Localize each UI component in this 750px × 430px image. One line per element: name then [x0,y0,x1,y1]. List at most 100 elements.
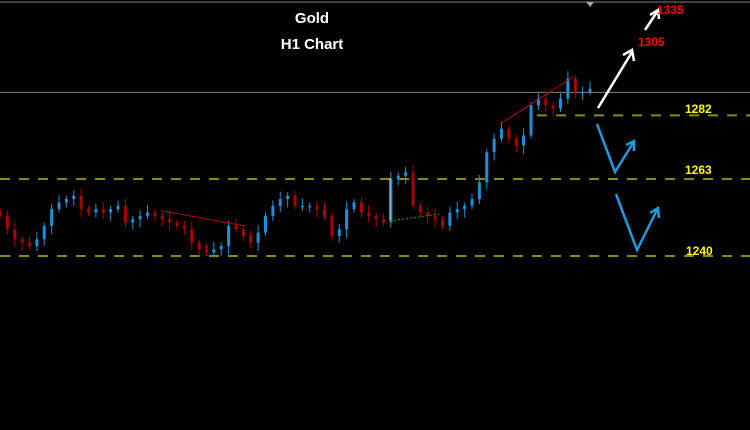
candle-body [300,205,304,208]
candle-body [418,205,422,213]
arrow-head-icon [649,7,661,20]
candle-body [205,249,208,253]
candle-body [359,202,363,213]
candle-body [286,195,290,200]
candle-body [441,219,444,226]
candle-body [566,78,570,99]
candle-body [256,232,260,243]
candle-body [588,88,592,92]
candle-body [0,210,2,216]
candle-body [514,138,518,146]
candle-body [352,202,356,210]
candle-body [271,205,275,216]
candle-body [197,242,201,250]
candle-body [168,219,172,223]
candle-body [433,215,437,220]
chart-subtitle: H1 Chart [280,36,344,53]
candle-body [308,205,312,208]
candle-body [573,78,577,92]
candle-body [293,195,297,206]
chart-title: Gold [294,10,330,27]
candle-body [529,105,533,136]
candle-body [522,135,526,146]
candle-body [404,172,408,176]
candle-body [109,209,113,213]
target-label-1335: 1335 [657,3,684,17]
candle-body [323,209,326,216]
pullback-arrow [614,193,659,254]
level-label-1263: 1263 [685,163,712,177]
arrow-head-icon [625,138,636,151]
bullish-arrow [643,11,659,31]
candle-body [190,229,194,243]
candle-body [57,202,61,210]
candle-body [492,138,496,153]
candle-body [500,128,503,139]
candle-body [374,215,378,220]
candle-body [315,205,319,210]
bullish-arrow [596,51,634,109]
candle-body [477,182,481,200]
arrow-head-icon [622,48,636,62]
pullback-arrow [595,123,635,175]
candle-body [160,215,164,220]
scroll-marker-icon [586,2,594,7]
target-label-1305: 1305 [638,35,665,49]
candle-body [227,225,231,246]
candle-body [79,195,83,210]
trendline-green [389,213,441,222]
candle-body [536,98,540,106]
candle-body [382,219,385,223]
candle-body [234,225,238,230]
candle-body [28,242,31,246]
candle-body [396,175,400,179]
candle-body [470,199,474,206]
candle-body [345,209,349,230]
candle-body [42,225,46,240]
level-label-1282: 1282 [685,102,712,116]
candle-body [175,222,179,226]
candle-body [20,239,24,243]
candle-body [138,215,142,220]
candle-body [559,98,562,109]
candle-body [485,152,489,183]
arrow-head-icon [649,205,661,219]
candle-body [278,199,282,206]
candle-body [241,229,245,236]
candle-body [35,239,39,246]
candle-body [64,199,68,203]
candle-body [13,229,17,240]
candle-body [448,212,452,226]
candle-body [264,215,267,233]
candle-body [5,215,9,230]
level-label-1240: 1240 [686,244,713,258]
candle-body [101,209,105,213]
candle-body [544,98,548,106]
candle-body [146,212,149,216]
candle-body [337,229,341,236]
candle-body [389,179,393,223]
candle-body [94,209,98,213]
candle-body [182,225,186,230]
candle-body [367,212,371,216]
candle-body [330,215,334,236]
candle-body [463,205,467,210]
candle-body [87,209,90,213]
candle-body [426,212,430,216]
candle-body [131,219,135,223]
candle-body [50,209,54,226]
candle-body [116,205,120,210]
trendline-red [499,76,574,125]
candle-body [551,105,555,109]
candle-body [249,235,253,243]
trendline-red [162,210,246,227]
candle-body [507,128,511,139]
candle-body [123,205,127,223]
candle-body [153,212,157,216]
candle-body [72,195,76,200]
candle-body [581,91,585,94]
candle-body [212,249,216,253]
candle-body [219,246,223,250]
